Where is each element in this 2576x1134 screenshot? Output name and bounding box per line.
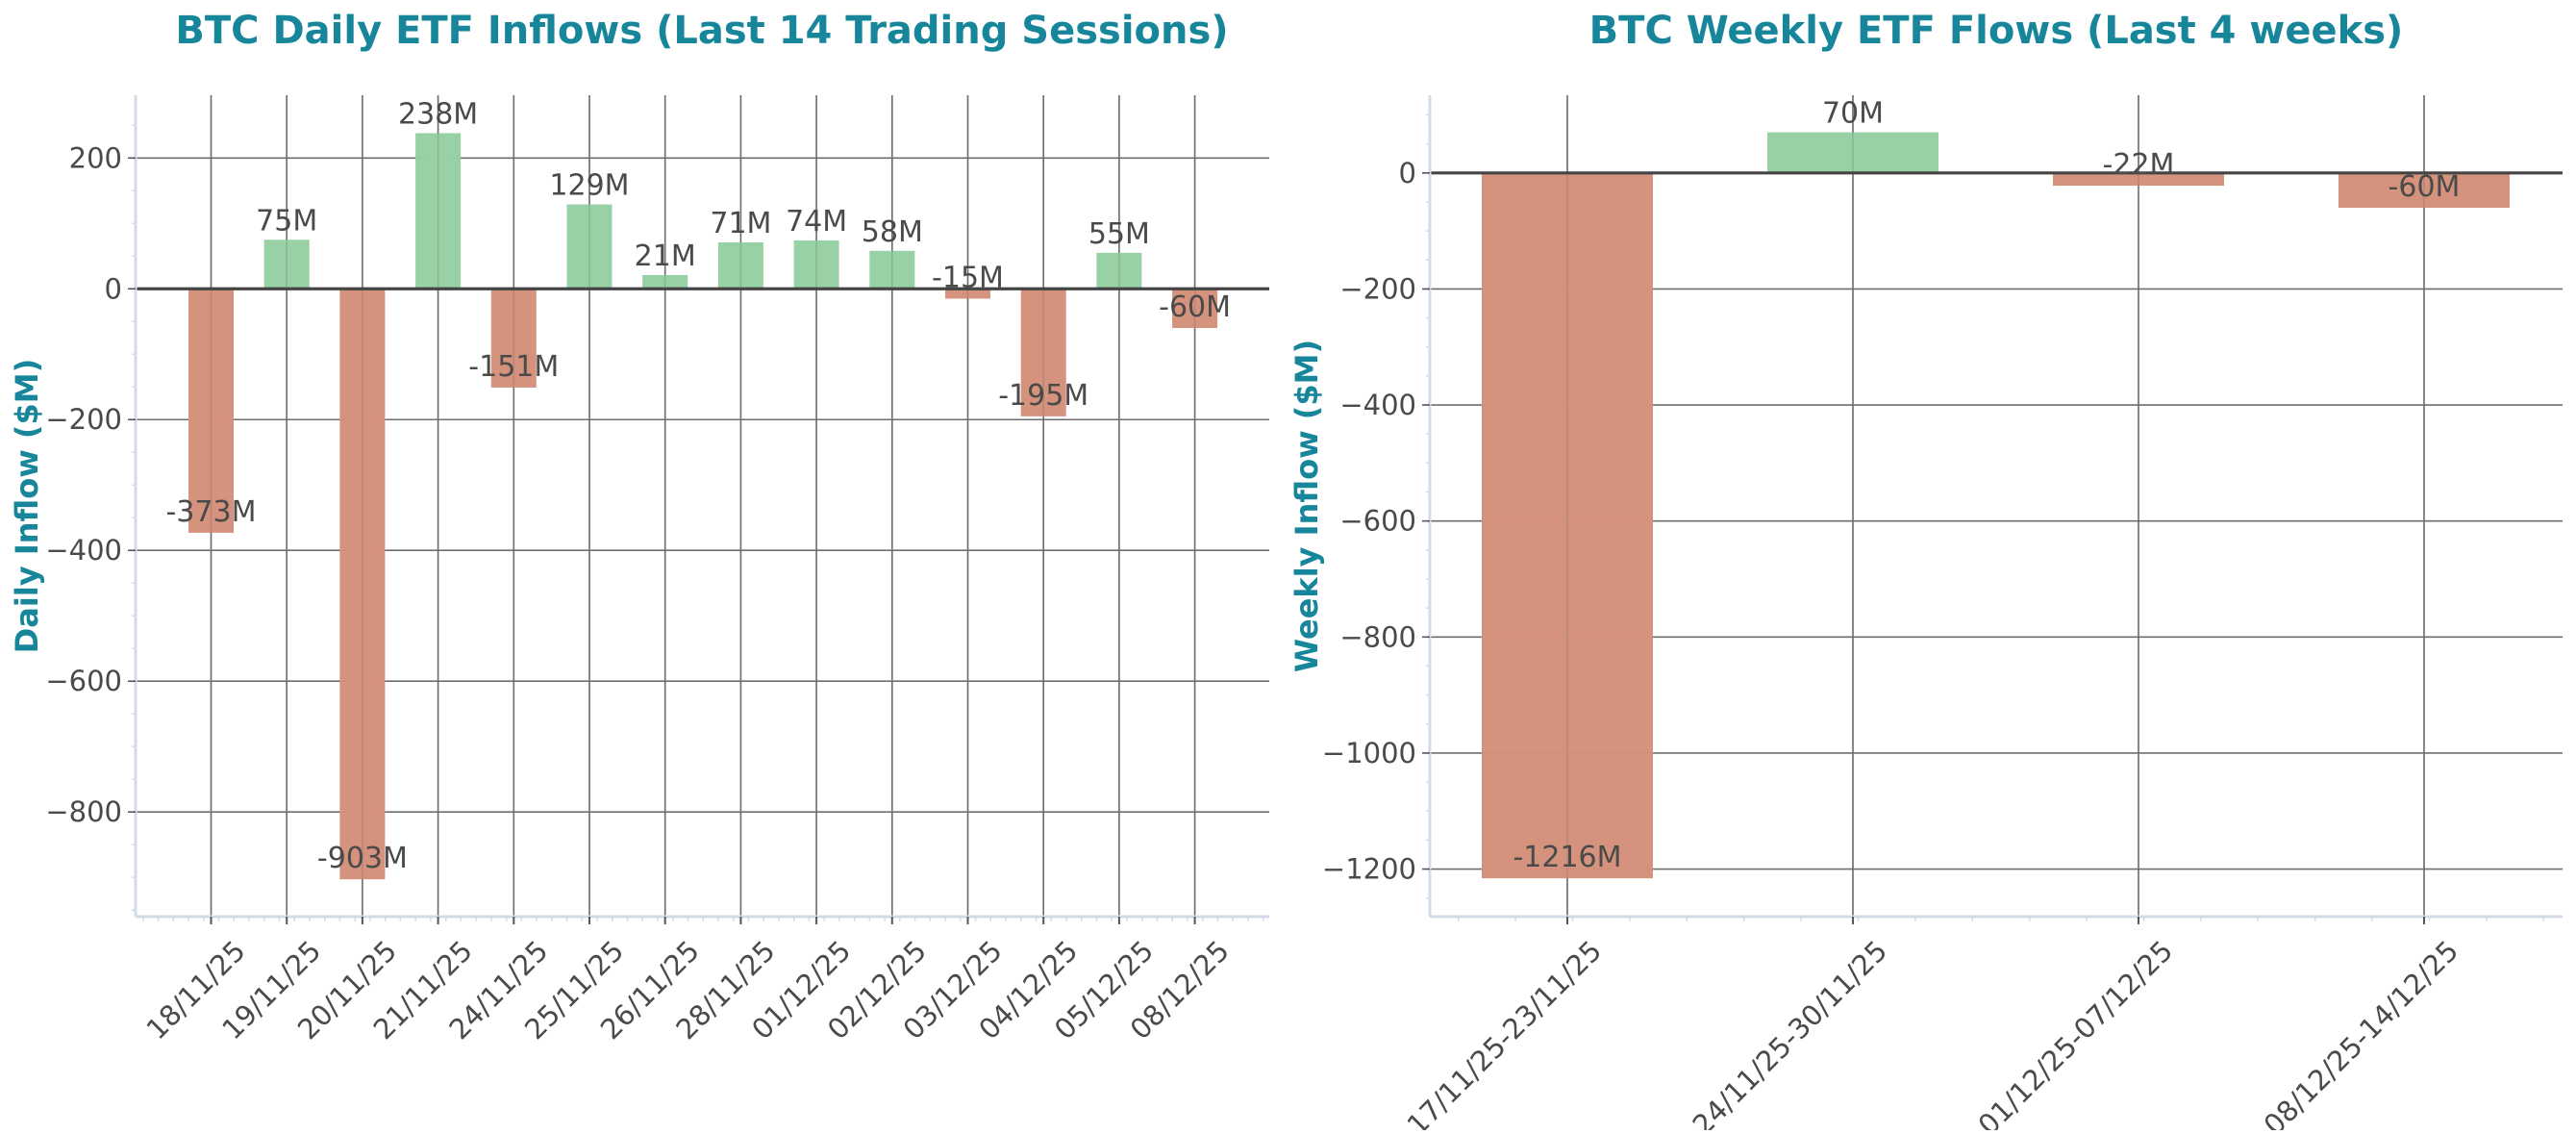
x-tick-label: 01/12/25-07/12/25 (1972, 934, 2180, 1130)
data-label: -903M (317, 842, 408, 875)
x-tick-label: 17/11/25-23/11/25 (1401, 934, 1609, 1130)
daily-y-axis-label: Daily Inflow ($M) (9, 358, 45, 654)
data-label: -60M (2388, 170, 2461, 204)
bar-02/12/25[interactable] (869, 250, 915, 290)
data-label: -15M (932, 261, 1004, 294)
bar-24/11/25[interactable] (490, 289, 537, 388)
y-tick-label: −800 (45, 795, 122, 828)
y-tick-label: −400 (45, 534, 122, 567)
data-label: 75M (256, 204, 317, 238)
data-label: 74M (786, 205, 847, 239)
y-tick-label: 200 (69, 141, 122, 174)
daily-chart-title: BTC Daily ETF Inflows (Last 14 Trading S… (175, 9, 1229, 53)
bar-04/12/25[interactable] (1020, 289, 1066, 416)
bar-20/11/25[interactable] (339, 289, 386, 880)
bar-26/11/25[interactable] (642, 274, 688, 290)
bar-01/12/25-07/12/25[interactable] (2053, 172, 2224, 187)
data-label: -1216M (1513, 841, 1621, 874)
weekly-chart-title: BTC Weekly ETF Flows (Last 4 weeks) (1588, 9, 2404, 53)
bar-17/11/25-23/11/25[interactable] (1482, 172, 1653, 879)
data-label: 129M (549, 169, 629, 203)
data-label: -22M (2103, 148, 2175, 182)
y-tick-label: −1200 (1322, 853, 1416, 886)
daily-inflows-chart: 2000−200−400−600−80018/11/2519/11/2520/1… (45, 95, 1269, 1046)
bar-05/12/25[interactable] (1096, 252, 1142, 290)
data-label: 21M (635, 239, 696, 273)
y-tick-label: 0 (1399, 157, 1416, 189)
y-tick-label: −400 (1339, 389, 1416, 421)
y-tick-label: −800 (1339, 620, 1416, 653)
data-label: 58M (862, 215, 923, 249)
bar-25/11/25[interactable] (566, 204, 613, 290)
x-tick-label: 08/12/25-14/12/25 (2258, 934, 2465, 1130)
bar-21/11/25[interactable] (415, 133, 462, 290)
bar-18/11/25[interactable] (188, 289, 234, 533)
y-tick-label: −1000 (1322, 737, 1416, 769)
data-label: -373M (166, 495, 257, 529)
data-label: -195M (998, 379, 1088, 413)
bar-28/11/25[interactable] (717, 241, 763, 290)
bar-24/11/25-30/11/25[interactable] (1767, 132, 1938, 173)
bar-08/12/25-14/12/25[interactable] (2338, 172, 2510, 209)
weekly-y-axis-label: Weekly Inflow ($M) (1288, 339, 1325, 673)
weekly-flows-chart: 0 −200 −400 −600 −800 −1000 −1200 17/11/25-23/1… (1322, 95, 2563, 1134)
data-label: 55M (1088, 217, 1150, 251)
y-tick-label: −200 (1339, 272, 1416, 305)
y-tick-label: −600 (1339, 505, 1416, 538)
y-tick-label: −600 (45, 665, 122, 697)
bar-01/12/25[interactable] (793, 239, 839, 290)
data-label: 71M (710, 207, 771, 240)
y-tick-label: −200 (45, 403, 122, 436)
data-label: 70M (1822, 97, 1884, 131)
y-tick-label: 0 (105, 272, 122, 305)
bar-03/12/25[interactable] (945, 289, 990, 299)
data-label: -151M (468, 350, 559, 384)
data-label: 238M (398, 97, 478, 131)
bar-19/11/25[interactable] (263, 239, 310, 290)
bar-08/12/25[interactable] (1172, 289, 1218, 329)
data-label: -60M (1159, 290, 1231, 324)
x-tick-label: 24/11/25-30/11/25 (1687, 934, 1894, 1130)
